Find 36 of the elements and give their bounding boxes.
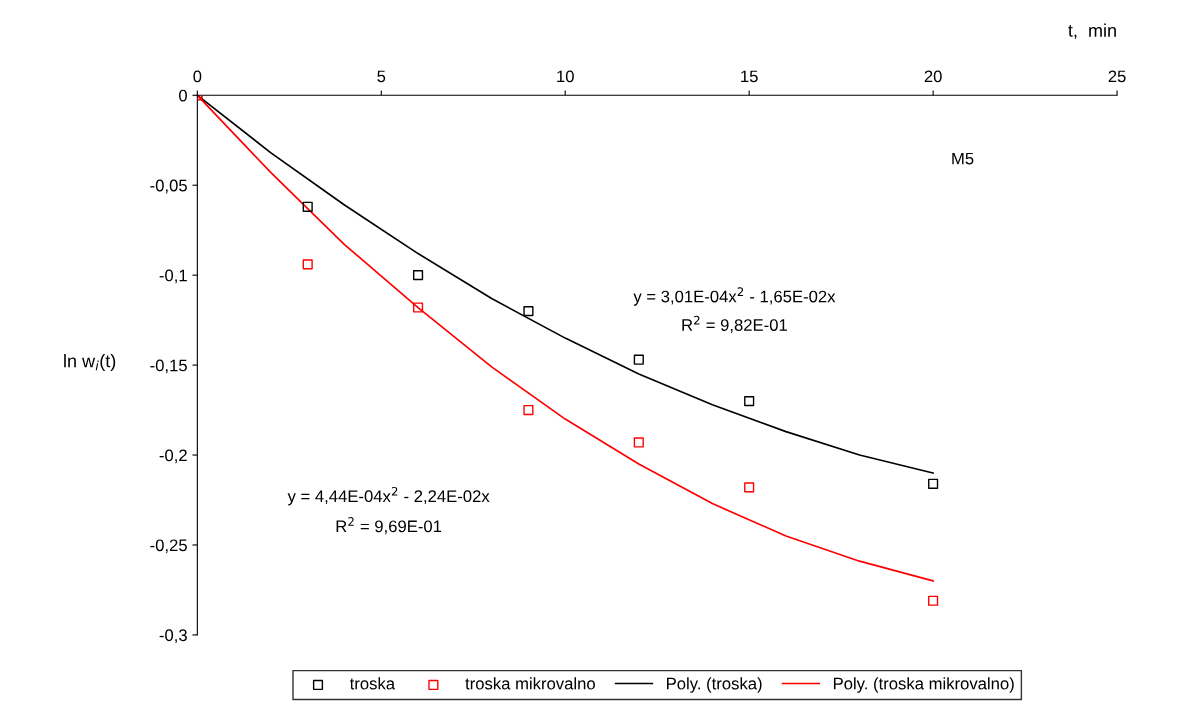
legend-label: troska bbox=[349, 677, 396, 690]
point bbox=[302, 259, 313, 270]
legend-label: troska mikrovalno bbox=[465, 677, 595, 690]
y-axis-title: ln w$_{i}$(t) bbox=[64, 354, 116, 371]
x-tick-label: 20 bbox=[924, 70, 942, 83]
point bbox=[412, 270, 424, 281]
y-tick-label: -0,2 bbox=[159, 449, 187, 464]
legend-label: Poly. (troska mikrovalno) bbox=[833, 677, 1014, 693]
annotation: M5 bbox=[952, 152, 974, 165]
point bbox=[928, 595, 939, 606]
x-tick-label: 15 bbox=[741, 70, 758, 83]
point bbox=[633, 354, 644, 365]
y-tick-label: -0,3 bbox=[159, 629, 187, 644]
annotation: R$^{2}$ = 9,69E-01 bbox=[336, 517, 442, 535]
x-tick-label: 10 bbox=[557, 70, 574, 83]
point bbox=[523, 404, 534, 416]
annotation: y = 3,01E-04x$^{2}$ - 1,65E-02x bbox=[633, 287, 836, 306]
y-tick-label: -0,1 bbox=[159, 269, 187, 284]
y-tick-label: -0,25 bbox=[150, 539, 187, 554]
y-tick-label: -0,15 bbox=[150, 359, 187, 374]
point bbox=[302, 201, 313, 212]
x-tick-label: 5 bbox=[377, 70, 386, 83]
point bbox=[633, 437, 644, 448]
y-tick-label: -0,05 bbox=[150, 179, 187, 194]
point bbox=[744, 395, 755, 407]
x-tick-label: 0 bbox=[193, 70, 202, 83]
legend-label: Poly. (troska) bbox=[667, 677, 762, 693]
point bbox=[928, 478, 939, 489]
point bbox=[744, 482, 755, 493]
point bbox=[412, 302, 424, 313]
annotation: y = 4,44E-04x$^{2}$ - 2,24E-02x bbox=[287, 486, 490, 506]
annotation: R$^{2}$ = 9,82E-01 bbox=[682, 315, 787, 333]
point bbox=[523, 306, 534, 317]
x-axis-title: t, min bbox=[1068, 23, 1116, 39]
y-tick-label: 0 bbox=[179, 89, 187, 102]
x-tick-label: 25 bbox=[1108, 70, 1126, 83]
